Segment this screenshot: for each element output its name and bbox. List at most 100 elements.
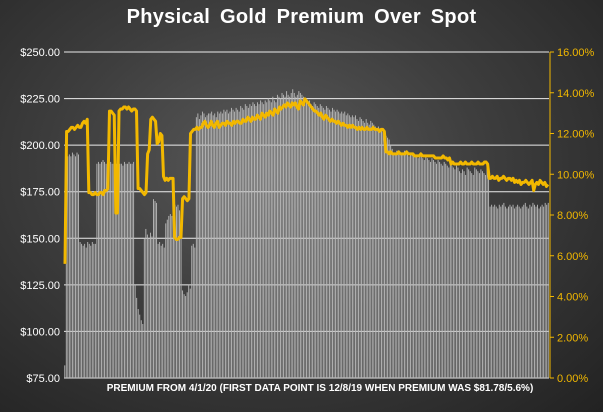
bar [232, 109, 234, 379]
bar [212, 115, 214, 378]
bar [422, 158, 424, 378]
bar [145, 228, 147, 378]
bar [302, 96, 304, 379]
bar [269, 100, 271, 378]
bar [261, 102, 263, 378]
bar [471, 173, 473, 378]
bar [110, 161, 112, 378]
bar [139, 314, 141, 378]
bar [226, 109, 228, 379]
bar [148, 238, 150, 378]
bar [338, 111, 340, 379]
bar [520, 208, 522, 378]
bar [85, 247, 87, 378]
bar [255, 106, 257, 378]
bar [177, 204, 179, 378]
bar [405, 152, 407, 378]
bar [289, 96, 291, 379]
bar [364, 122, 366, 378]
bar [133, 161, 135, 378]
bar [249, 104, 251, 378]
bar [189, 288, 191, 378]
bar [217, 111, 219, 379]
bar [504, 206, 506, 378]
bar [143, 238, 145, 378]
bar [214, 113, 216, 378]
bar [104, 161, 106, 378]
bar [347, 113, 349, 378]
right-tick-label: 14.00% [557, 88, 595, 100]
bar [134, 284, 136, 378]
bar [229, 111, 231, 379]
bar [252, 102, 254, 378]
bar [546, 204, 548, 378]
bar [342, 113, 344, 378]
bar [198, 119, 200, 378]
bar [182, 290, 184, 378]
bar [318, 107, 320, 378]
bar [301, 94, 303, 379]
bar [275, 102, 277, 378]
bar [403, 150, 405, 378]
bar [466, 167, 468, 378]
bar [65, 154, 67, 378]
bar [131, 163, 133, 378]
right-tick-label: 10.00% [557, 169, 595, 181]
bar [530, 206, 532, 378]
line-series [63, 97, 550, 264]
x-axis-caption: PREMIUM FROM 4/1/20 (FIRST DATA POINT IS… [107, 383, 534, 394]
bar [136, 297, 138, 378]
right-tick-label: 12.00% [557, 129, 595, 141]
bar [391, 148, 393, 378]
bar [437, 160, 439, 378]
bar [400, 152, 402, 378]
bar [174, 204, 176, 378]
bar [272, 96, 274, 379]
bar [94, 243, 96, 378]
bar [122, 165, 124, 378]
bar [73, 154, 75, 378]
bar [87, 242, 89, 378]
bar [341, 111, 343, 379]
bar [472, 174, 474, 378]
bar [284, 96, 286, 379]
bar [371, 122, 373, 378]
bar [166, 219, 168, 378]
bar [339, 113, 341, 378]
bar [498, 204, 500, 378]
bar [211, 111, 213, 379]
bar [186, 292, 188, 378]
bar [423, 160, 425, 378]
bar [188, 284, 190, 378]
bar [84, 243, 86, 378]
bar [478, 173, 480, 378]
bar [287, 94, 289, 379]
bar [475, 169, 477, 378]
bar [376, 128, 378, 378]
bar [417, 158, 419, 378]
bar [244, 104, 246, 378]
bar [420, 156, 422, 378]
bar [183, 294, 185, 378]
bar [205, 117, 206, 378]
bar [455, 165, 457, 378]
bar [105, 163, 107, 378]
bar [228, 113, 229, 378]
right-tick-label: 0.00% [557, 373, 588, 385]
bar [81, 243, 83, 378]
bar [532, 202, 534, 378]
bar [515, 206, 517, 378]
bar [119, 163, 121, 378]
right-tick-label: 16.00% [557, 47, 595, 59]
bar [267, 98, 269, 379]
bar [413, 156, 415, 378]
bar [402, 154, 404, 378]
bar [387, 137, 389, 378]
bar [365, 119, 367, 378]
bar [283, 94, 285, 379]
bar [153, 199, 154, 378]
bar [527, 208, 529, 378]
bar [358, 120, 359, 378]
bar [194, 247, 196, 378]
